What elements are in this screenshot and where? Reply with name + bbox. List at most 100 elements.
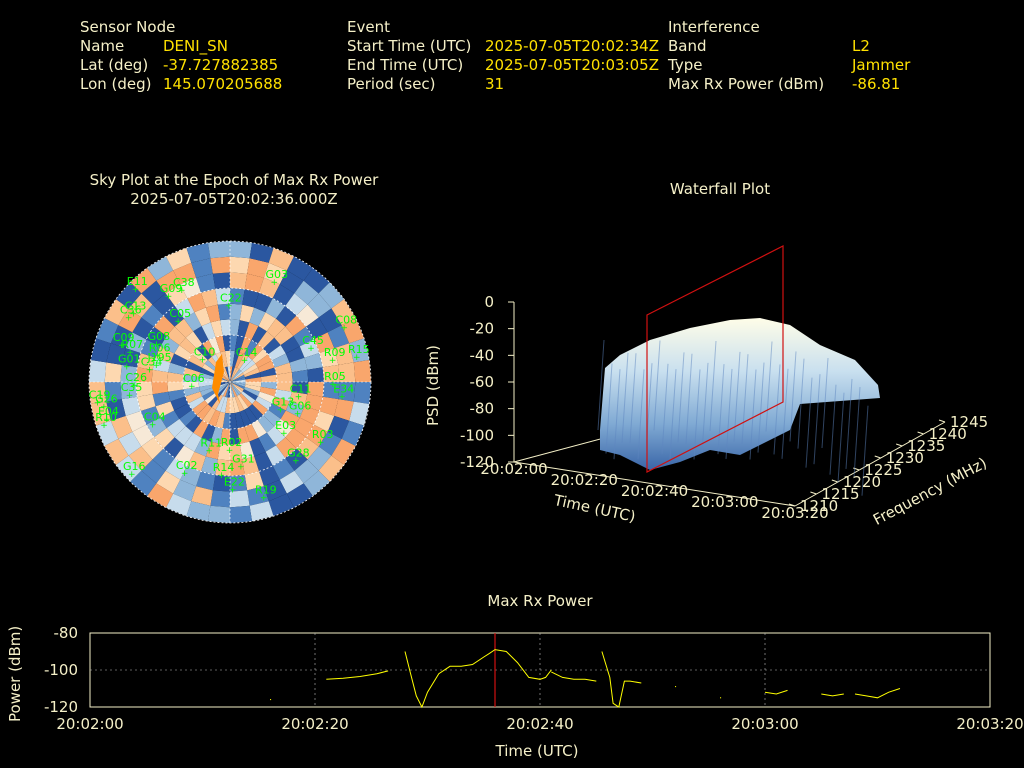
skyplot-cell: [274, 389, 292, 402]
skyplot-cell: [285, 346, 305, 363]
skyplot-jammer-track: [212, 354, 224, 404]
waterfall-ridge: [821, 357, 829, 449]
skyplot-cell: [319, 348, 339, 368]
satellite-label: C34: [141, 355, 163, 368]
skyplot-cell: [265, 445, 286, 466]
waterfall-ridge: [621, 352, 629, 443]
skyplot-cell: [125, 411, 147, 432]
waterfall-z-tick-label: -100: [460, 426, 494, 444]
skyplot-cell: [104, 299, 129, 326]
waterfall-x-axis: [513, 461, 796, 507]
satellite-marker: +: [292, 456, 300, 466]
waterfall-x-tick-label: 20:02:40: [621, 482, 688, 500]
skyplot-cell: [263, 409, 281, 427]
waterfall-title: Waterfall Plot: [669, 180, 771, 198]
skyplot-cell: [153, 428, 175, 449]
skyplot-cell: [341, 420, 365, 447]
satellite-label: C45: [302, 334, 324, 347]
skyplot-cell: [239, 304, 255, 323]
waterfall-ridge: [669, 369, 677, 460]
skyplot-cell: [165, 458, 188, 480]
satellite-label: G28: [287, 446, 310, 459]
satellite-marker: +: [149, 420, 157, 430]
skyplot-cell: [180, 277, 201, 299]
skyplot-cell: [128, 446, 153, 471]
skyplot-cell: [166, 326, 186, 346]
waterfall-y-tick-label: 1230: [886, 449, 924, 467]
satellite-label: C11: [290, 382, 312, 395]
skyplot-ring: [135, 287, 325, 477]
skyplot-cell: [130, 267, 157, 294]
skyplot-cell: [334, 343, 354, 365]
skyplot-cell: [257, 331, 275, 349]
skyplot-cell: [115, 455, 142, 482]
waterfall-ridge: [653, 340, 661, 431]
skyplot-cell: [220, 382, 230, 396]
skyplot-cell: [194, 307, 211, 327]
interference-type-label: Type: [668, 56, 703, 74]
skyplot-cell: [304, 352, 323, 370]
skyplot-cell: [230, 459, 245, 476]
skyplot-cell: [187, 292, 206, 313]
skyplot-cell: [291, 382, 309, 395]
event-end-label: End Time (UTC): [347, 56, 464, 74]
skyplot-cell: [125, 332, 147, 353]
skyplot-cell: [244, 372, 261, 380]
satellite-marker: +: [146, 365, 154, 375]
skyplot-cell: [230, 366, 233, 382]
waterfall-y-tick: [895, 443, 903, 447]
power-series: [270, 649, 901, 709]
skyplot-cell: [263, 337, 281, 355]
skyplot-cell: [322, 382, 340, 400]
skyplot-cell: [198, 382, 215, 387]
skyplot-cell: [237, 354, 249, 370]
satellite-marker: +: [237, 462, 245, 472]
skyplot-cell: [136, 367, 153, 382]
waterfall-ridge: [853, 387, 861, 478]
skyplot-cell: [225, 350, 230, 367]
skyplot-cell: [152, 357, 171, 373]
skyplot-cell: [194, 437, 211, 457]
skyplot-cell: [193, 420, 209, 438]
skyplot-cell: [165, 493, 192, 517]
waterfall-z-tick-label: -60: [470, 373, 495, 391]
waterfall-ridge: [629, 353, 637, 444]
satellite-label: R03: [312, 428, 334, 441]
satellite-marker: +: [174, 317, 182, 327]
skyplot-cell: [234, 395, 245, 412]
skyplot-cell: [306, 424, 328, 447]
skyplot-cell: [156, 270, 181, 294]
satellite-label: E34: [333, 382, 354, 395]
skyplot-cell: [222, 382, 230, 397]
waterfall-ridge: [789, 351, 797, 442]
skyplot-cell: [239, 337, 252, 355]
waterfall-z-tick-label: 0: [484, 293, 494, 311]
skyplot-cell: [303, 470, 330, 497]
skyplot-cell: [185, 331, 203, 349]
skyplot-cell: [179, 337, 197, 355]
skyplot-cell: [327, 325, 350, 349]
skyplot-cell: [249, 242, 274, 263]
satellite-label: G03: [265, 268, 288, 281]
skyplot-cell: [163, 305, 184, 327]
skyplot-cell: [296, 304, 319, 327]
skyplot-cell: [239, 441, 255, 460]
satellite-marker: +: [218, 471, 226, 481]
skyplot-cell: [121, 396, 141, 416]
skyplot-cell: [318, 308, 342, 333]
waterfall-x-tick-label: 20:02:00: [480, 460, 547, 478]
skyplot-cell: [140, 339, 161, 358]
skyplot-cell: [353, 382, 371, 405]
satellite-label: R06: [149, 341, 171, 354]
satellite-marker: +: [152, 361, 160, 371]
skyplot-cell: [225, 382, 230, 398]
skyplot-cell: [248, 404, 264, 421]
skyplot-cell: [215, 411, 226, 429]
skyplot-cell: [230, 288, 245, 305]
skyplot-cell: [222, 412, 230, 429]
skyplot-cell: [185, 360, 203, 373]
skyplot-cell: [272, 284, 295, 306]
satellite-marker: +: [270, 278, 278, 288]
skyplot-cell: [168, 389, 186, 402]
